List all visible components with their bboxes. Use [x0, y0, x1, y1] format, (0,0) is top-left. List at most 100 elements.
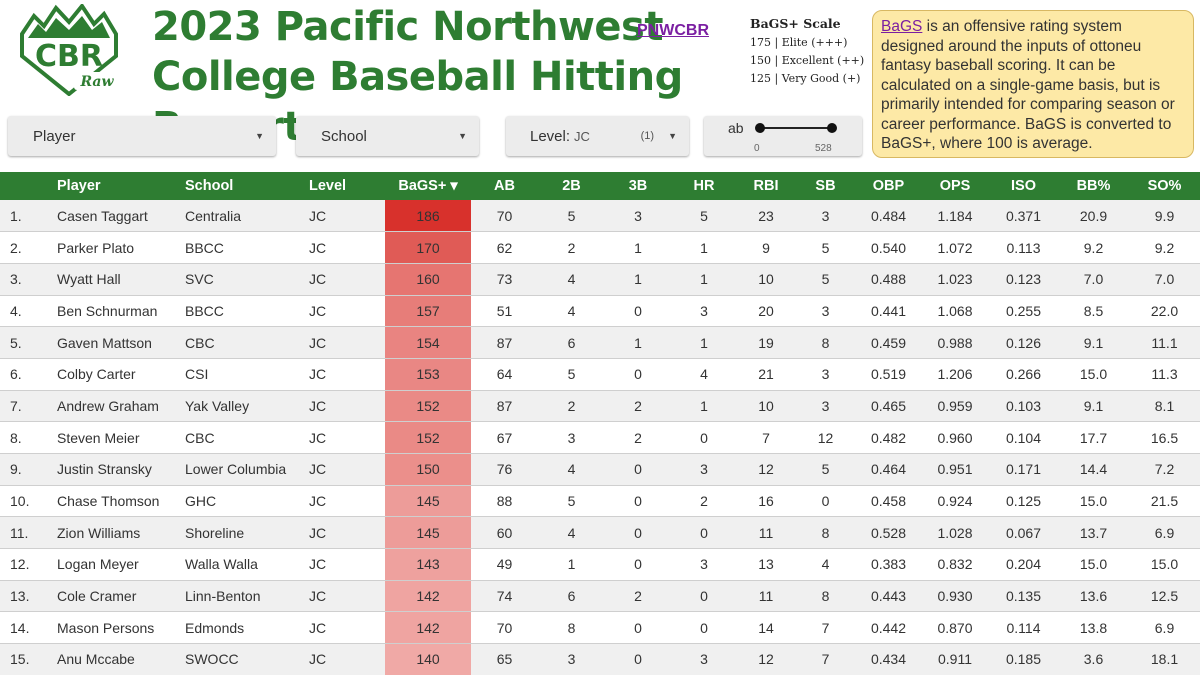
cell-rbi: 21	[758, 366, 774, 383]
cell-bags-plus: 140	[385, 643, 471, 675]
column-header-rbi[interactable]: RBI	[753, 178, 779, 194]
cell-obp: 0.519	[870, 366, 907, 383]
caret-down-icon: ▼	[255, 131, 264, 141]
column-header-doubles[interactable]: 2B	[562, 178, 581, 194]
cell-rbi: 20	[758, 302, 774, 319]
column-header-so-pct[interactable]: SO%	[1147, 178, 1182, 194]
cell-school: CSI	[185, 366, 209, 383]
table-row: 3. Wyatt Hall SVC JC 160 73 4 1 1 10 5 0.488 1.023 0.…	[0, 263, 1200, 296]
cell-sb: 0	[821, 493, 830, 510]
cell-so-pct: 22.0	[1150, 302, 1179, 319]
cell-doubles: 5	[567, 207, 576, 224]
slider-label: ab	[728, 120, 744, 136]
column-header-rank[interactable]	[0, 172, 57, 200]
cell-player: Casen Taggart	[57, 207, 148, 224]
cell-sb: 5	[821, 239, 830, 256]
cell-school: BBCC	[185, 239, 224, 256]
table-row: 5. Gaven Mattson CBC JC 154 87 6 1 1 19 8 0.459 0.98…	[0, 326, 1200, 359]
cell-ops: 0.832	[937, 556, 973, 573]
cell-ops: 0.930	[937, 588, 973, 605]
slider-track[interactable]	[760, 127, 832, 129]
cell-bags-plus: 157	[385, 295, 471, 327]
cell-iso: 0.371	[1005, 207, 1042, 224]
cell-hr: 5	[700, 207, 708, 224]
column-header-school[interactable]: School	[185, 178, 234, 194]
column-header-triples[interactable]: 3B	[628, 178, 648, 194]
cell-bb-pct: 7.0	[1083, 271, 1104, 288]
cell-so-pct: 7.0	[1154, 271, 1175, 288]
cell-so-pct: 12.5	[1150, 588, 1179, 605]
cell-rank: 13.	[10, 588, 30, 605]
slider-min-handle[interactable]	[755, 123, 765, 133]
cell-doubles: 1	[567, 556, 576, 573]
bags-link[interactable]: BaGS	[881, 18, 923, 35]
cell-bb-pct: 13.8	[1079, 619, 1108, 636]
cell-so-pct: 6.9	[1154, 524, 1175, 541]
cell-rbi: 12	[758, 461, 774, 478]
column-header-hr[interactable]: HR	[693, 178, 715, 194]
cell-doubles: 6	[567, 588, 576, 605]
cell-player: Wyatt Hall	[57, 271, 121, 288]
cell-player: Colby Carter	[57, 366, 136, 383]
pnwcbr-link[interactable]: PNWCBR	[637, 22, 709, 39]
column-header-iso[interactable]: ISO	[1011, 178, 1036, 194]
cell-hr: 3	[700, 556, 708, 573]
column-header-ops[interactable]: OPS	[939, 178, 971, 194]
cell-iso: 0.185	[1005, 651, 1042, 668]
cell-triples: 0	[634, 302, 642, 319]
cell-bb-pct: 15.0	[1079, 556, 1108, 573]
cell-ops: 0.911	[938, 651, 972, 668]
cell-ops: 1.068	[937, 302, 973, 319]
cell-player: Steven Meier	[57, 429, 140, 446]
cell-hr: 1	[700, 397, 708, 414]
cell-level: JC	[309, 207, 327, 224]
cell-rank: 2.	[10, 239, 22, 256]
cell-obp: 0.459	[870, 334, 907, 351]
school-filter-dropdown[interactable]: School ▼	[296, 116, 479, 156]
cell-obp: 0.434	[870, 651, 907, 668]
cell-bags-plus: 145	[385, 485, 471, 517]
cell-player: Logan Meyer	[57, 556, 139, 573]
column-header-bags-plus[interactable]: BaGS+ ▾	[398, 178, 458, 194]
cell-bags-plus: 143	[385, 548, 471, 581]
cell-triples: 1	[634, 334, 642, 351]
cell-ab: 88	[496, 493, 513, 510]
column-header-bb-pct[interactable]: BB%	[1076, 178, 1111, 194]
cell-bags-plus: 152	[385, 390, 471, 422]
table-row: 7. Andrew Graham Yak Valley JC 152 87 2 2 1 10 3 0.…	[0, 390, 1200, 422]
cell-bb-pct: 13.6	[1079, 588, 1108, 605]
cell-bb-pct: 8.5	[1083, 302, 1104, 319]
column-header-sb[interactable]: SB	[815, 178, 836, 194]
column-header-ab[interactable]: AB	[494, 178, 515, 194]
level-filter-dropdown[interactable]: Level: JC (1) ▼	[506, 116, 689, 156]
cell-triples: 0	[634, 493, 642, 510]
cell-ab: 87	[496, 397, 513, 414]
scale-row-very-good: 125 | Very Good (+)	[750, 72, 861, 85]
cell-player: Gaven Mattson	[57, 334, 152, 351]
cell-obp: 0.465	[870, 397, 907, 414]
cell-doubles: 3	[567, 651, 576, 668]
cell-level: JC	[309, 302, 327, 319]
slider-max-value: 528	[815, 143, 832, 154]
cell-sb: 3	[821, 397, 830, 414]
cell-rank: 14.	[10, 619, 30, 636]
cell-triples: 2	[634, 588, 642, 605]
cell-rbi: 16	[758, 493, 774, 510]
slider-max-handle[interactable]	[827, 123, 837, 133]
cell-bags-plus: 153	[385, 358, 471, 391]
cell-obp: 0.528	[870, 524, 907, 541]
column-header-level[interactable]: Level	[309, 178, 347, 194]
cell-sb: 8	[821, 524, 830, 541]
cell-ops: 1.184	[937, 207, 973, 224]
cell-iso: 0.135	[1005, 588, 1042, 605]
cell-player: Justin Stransky	[57, 461, 152, 478]
cell-school: Linn-Benton	[185, 588, 261, 605]
cell-level: JC	[309, 556, 327, 573]
column-header-obp[interactable]: OBP	[872, 178, 905, 194]
cell-ops: 1.206	[937, 366, 973, 383]
cell-so-pct: 21.5	[1150, 493, 1179, 510]
player-filter-dropdown[interactable]: Player ▼	[8, 116, 276, 156]
column-header-player[interactable]: Player	[57, 178, 101, 194]
cell-sb: 5	[821, 271, 830, 288]
table-header-row: Player School Level BaGS+ ▾ AB 2B 3B HR RBI SB OBP…	[0, 172, 1200, 200]
